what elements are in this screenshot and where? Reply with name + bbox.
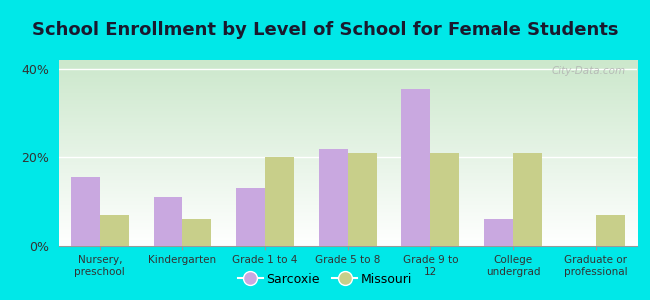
Bar [318,148,348,246]
Bar [348,153,377,246]
Bar [153,197,183,246]
Text: City-Data.com: City-Data.com [551,66,625,76]
Bar [183,219,211,246]
Bar [513,153,542,246]
Bar [430,153,460,246]
Bar [100,215,129,246]
Legend: Sarcoxie, Missouri: Sarcoxie, Missouri [233,268,417,291]
Bar [595,215,625,246]
Bar [265,158,294,246]
Text: School Enrollment by Level of School for Female Students: School Enrollment by Level of School for… [32,21,618,39]
Bar [402,89,430,246]
Bar [236,188,265,246]
Bar [484,219,513,246]
Bar [71,177,100,246]
